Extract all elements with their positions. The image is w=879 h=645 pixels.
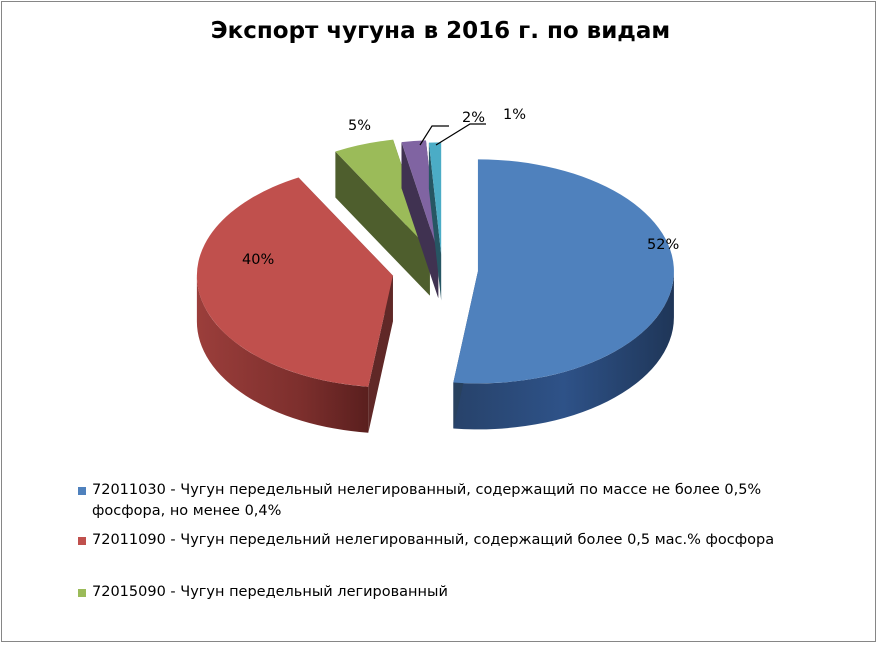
data-label: 1% (503, 107, 526, 123)
leader-line (435, 123, 486, 146)
pie-slice-wall (401, 142, 439, 299)
data-label: 2% (462, 110, 485, 126)
data-label: 52% (647, 237, 679, 253)
pie-chart: 52% 40% 5% 2% 1% (196, 107, 679, 433)
pie-slice (401, 140, 439, 253)
pie-slice (453, 159, 674, 384)
legend-label: 72011030 - Чугун передельный нелегирован… (92, 482, 762, 519)
pie-slice (428, 142, 442, 255)
pie-slice (335, 139, 430, 250)
pie-slice-side (196, 275, 369, 433)
pie-slice (196, 177, 393, 387)
leader-line (419, 125, 449, 146)
pie-slice-group (453, 159, 674, 430)
pie-slice-side (453, 271, 674, 430)
chart-title: Экспорт чугуна в 2016 г. по видам (210, 18, 671, 44)
data-label: 5% (348, 118, 371, 134)
pie-slice-group (196, 177, 393, 433)
legend-swatch (78, 537, 86, 545)
pie-slice-wall (335, 151, 430, 296)
legend-label: 72015090 - Чугун передельный легированны… (92, 584, 448, 600)
legend-swatch (78, 589, 86, 597)
legend-label: 72011090 - Чугун передельний нелегирован… (92, 532, 775, 548)
pie-slice-wall (428, 142, 442, 301)
data-label: 40% (242, 252, 274, 268)
legend-swatch (78, 487, 86, 495)
pie-slice-group (428, 142, 442, 301)
